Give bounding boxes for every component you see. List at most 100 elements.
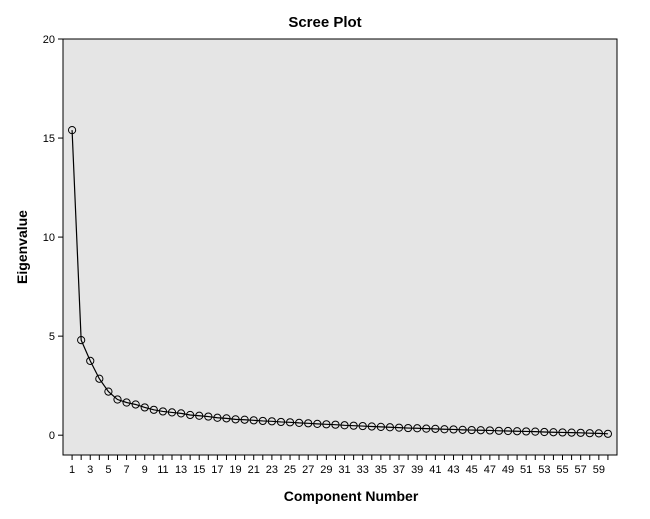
x-tick-label: 43: [447, 464, 459, 476]
data-point: [313, 419, 322, 428]
x-tick-label: 45: [466, 464, 478, 476]
x-tick-label: 27: [302, 464, 314, 476]
data-point: [485, 426, 494, 435]
data-point: [213, 413, 222, 422]
data-point: [349, 421, 358, 430]
x-axis-title: Component Number: [284, 488, 419, 504]
data-point: [404, 423, 413, 433]
data-point: [585, 429, 594, 438]
x-tick-label: 31: [338, 464, 350, 476]
x-tick-label: 5: [105, 464, 111, 476]
data-point: [304, 419, 313, 428]
data-point: [367, 422, 376, 431]
data-point: [240, 415, 249, 424]
x-tick-label: 51: [520, 464, 532, 476]
data-point: [276, 417, 286, 427]
data-point: [413, 424, 422, 433]
data-point: [104, 387, 113, 396]
data-point: [131, 400, 140, 409]
x-tick-label: 55: [556, 464, 568, 476]
data-point: [158, 407, 168, 416]
data-point: [231, 415, 240, 424]
data-point: [340, 421, 349, 430]
data-point: [258, 416, 267, 426]
data-point: [440, 425, 449, 434]
data-point: [494, 426, 504, 435]
x-tick-label: 41: [429, 464, 441, 476]
y-tick-label: 20: [43, 34, 55, 46]
y-axis: 0 5 10 15 20: [43, 34, 63, 442]
data-point: [531, 427, 540, 436]
data-point: [140, 403, 149, 412]
x-tick-label: 47: [484, 464, 496, 476]
y-axis-title: Eigenvalue: [14, 210, 30, 284]
x-tick-label: 33: [357, 464, 369, 476]
x-tick-label: 39: [411, 464, 423, 476]
x-tick-label: 49: [502, 464, 514, 476]
data-point: [222, 414, 231, 423]
data-point: [567, 428, 576, 437]
x-tick-label: 17: [211, 464, 223, 476]
x-tick-label: 37: [393, 464, 405, 476]
data-point: [522, 427, 531, 436]
data-point: [431, 424, 440, 433]
x-tick-label: 9: [142, 464, 148, 476]
chart-title: Scree Plot: [288, 14, 361, 31]
data-point: [422, 424, 431, 433]
y-tick-label: 5: [49, 331, 55, 343]
data-point: [331, 420, 340, 429]
x-tick-label: 1: [69, 464, 75, 476]
data-point: [167, 408, 177, 417]
data-point: [512, 427, 522, 436]
x-tick-label: 53: [538, 464, 550, 476]
data-point: [540, 427, 549, 437]
x-tick-label: 29: [320, 464, 332, 476]
y-tick-label: 0: [49, 430, 55, 442]
x-axis: 1 3 5 7 9 11 13 15 17 19 21 23 25 27 29 31 33 35 37 39 41 43 4…: [69, 455, 609, 476]
x-tick-label: 11: [157, 464, 168, 476]
data-point: [385, 423, 395, 432]
data-point: [113, 395, 122, 404]
data-point: [77, 336, 86, 345]
data-point: [458, 425, 467, 434]
data-point: [576, 428, 585, 437]
data-point: [249, 416, 258, 425]
data-point: [476, 426, 485, 435]
data-point: [285, 418, 295, 427]
data-point: [467, 425, 476, 435]
series-layer: [67, 126, 613, 438]
data-point: [95, 374, 104, 383]
x-tick-label: 57: [575, 464, 587, 476]
data-point: [594, 429, 603, 438]
x-tick-label: 13: [175, 464, 187, 476]
data-point: [376, 422, 385, 431]
plot-area: [62, 38, 618, 456]
x-tick-label: 23: [266, 464, 278, 476]
x-tick-label: 35: [375, 464, 387, 476]
data-point: [67, 126, 77, 135]
data-point: [122, 398, 131, 407]
x-tick-label: 21: [248, 464, 260, 476]
data-point: [449, 425, 458, 434]
data-point: [558, 428, 567, 437]
data-point: [195, 411, 204, 420]
data-point: [394, 423, 404, 432]
series-line: [71, 130, 608, 435]
data-point: [186, 410, 195, 420]
data-point: [549, 428, 558, 437]
x-tick-label: 7: [124, 464, 130, 476]
x-tick-label: 19: [229, 464, 241, 476]
data-point: [86, 356, 95, 366]
data-point: [358, 421, 367, 431]
y-tick-label: 10: [43, 232, 55, 244]
x-tick-label: 3: [87, 464, 93, 476]
data-point: [267, 417, 276, 426]
x-tick-label: 15: [193, 464, 205, 476]
data-point: [603, 429, 613, 438]
data-point: [176, 409, 186, 418]
data-point: [503, 426, 513, 436]
y-tick-label: 15: [43, 133, 55, 145]
data-point: [322, 420, 331, 429]
x-tick-label: 59: [593, 464, 605, 476]
